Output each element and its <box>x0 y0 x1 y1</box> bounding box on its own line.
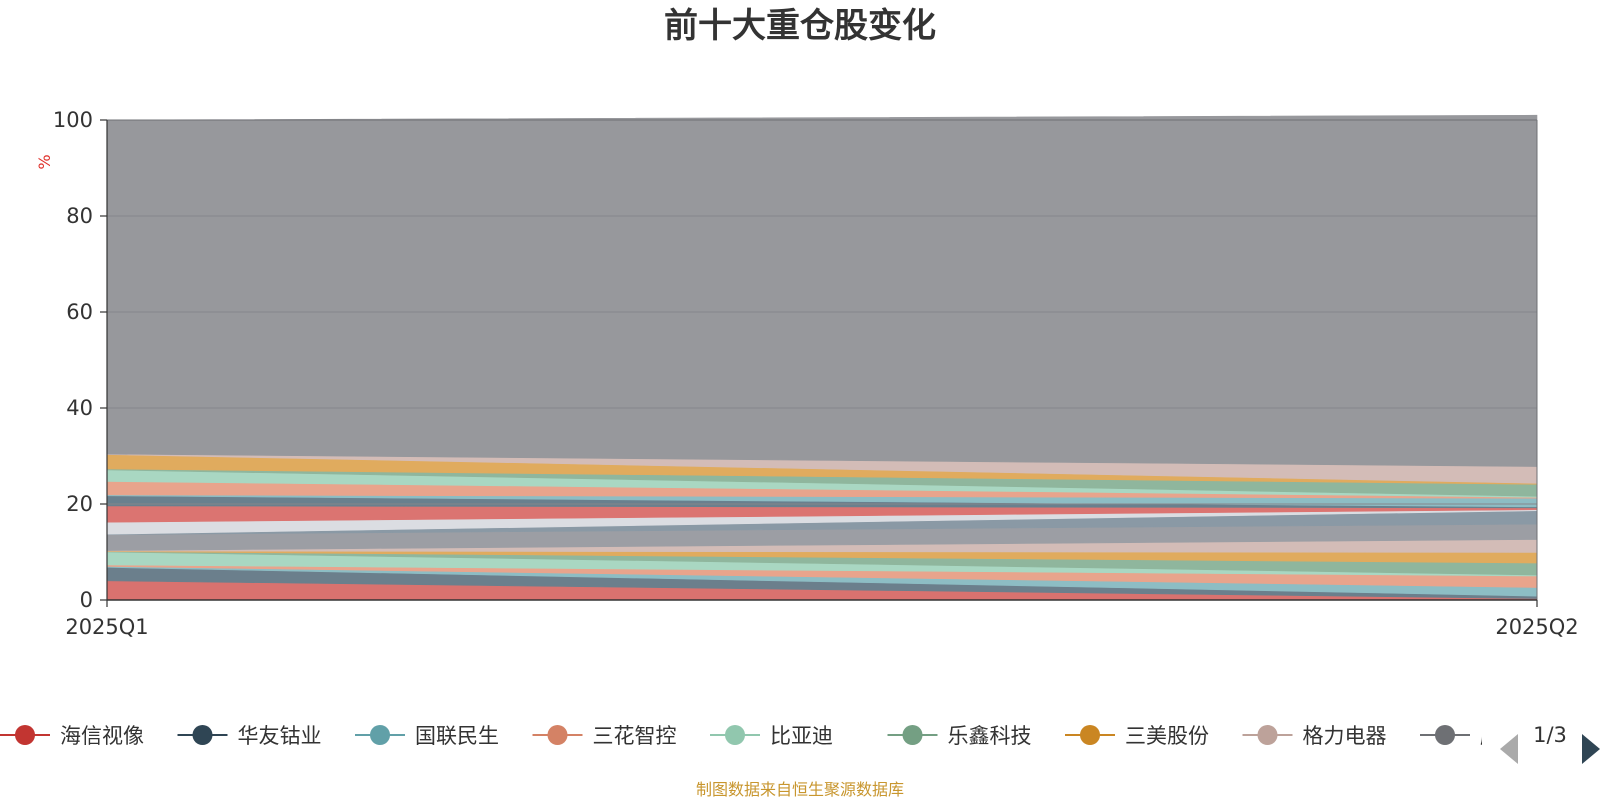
legend-marker-1 <box>192 725 213 745</box>
legend-label-0: 海信视像 <box>60 724 144 748</box>
legend-item-5[interactable]: 乐鑫科技 <box>887 724 1032 748</box>
legend-label-5: 乐鑫科技 <box>948 724 1032 748</box>
y-axis-unit: % <box>35 154 54 169</box>
legend-marker-7 <box>1257 725 1278 745</box>
legend-label-7: 格力电器 <box>1303 724 1387 748</box>
legend-marker-0 <box>15 725 35 745</box>
legend-prev-arrow-icon[interactable] <box>1500 734 1518 764</box>
legend-marker-2 <box>370 725 390 745</box>
legend-label-1: 华友钴业 <box>238 724 322 748</box>
x-tick-label-1: 2025Q2 <box>1495 615 1578 639</box>
legend-item-2[interactable]: 国联民生 <box>355 724 499 748</box>
chart-title: 前十大重仓股变化 <box>664 6 936 46</box>
legend-marker-4 <box>725 725 745 745</box>
legend-marker-6 <box>1080 725 1100 745</box>
legend-label-4: 比亚迪 <box>770 724 833 748</box>
legend-item-1[interactable]: 华友钴业 <box>177 724 322 748</box>
y-tick-label-2: 40 <box>66 396 93 420</box>
x-tick-label-0: 2025Q1 <box>65 615 148 639</box>
grid-lines <box>107 119 1538 600</box>
area-series-19 <box>106 114 1538 467</box>
legend-item-6[interactable]: 三美股份 <box>1065 724 1209 748</box>
legend-marker-5 <box>902 725 923 745</box>
legend-pager: 1/3 <box>1500 723 1600 764</box>
legend-label-8: 胜宏科技 <box>1480 724 1564 748</box>
legend-marker-8 <box>1435 725 1455 745</box>
legend-item-8[interactable]: 胜宏科技 <box>1420 724 1564 748</box>
y-axis: 0 20 40 60 80 100 <box>53 108 108 612</box>
legend-label-6: 三美股份 <box>1125 724 1209 748</box>
y-tick-label-0: 0 <box>80 588 93 612</box>
x-axis: 2025Q1 2025Q2 <box>65 599 1579 639</box>
y-tick-label-3: 60 <box>66 300 93 324</box>
legend-item-7[interactable]: 格力电器 <box>1242 724 1387 748</box>
legend-label-2: 国联民生 <box>415 724 499 748</box>
y-tick-label-4: 80 <box>66 204 93 228</box>
legend-marker-3 <box>547 725 568 745</box>
stacked-areas <box>106 114 1538 601</box>
data-source-note: 制图数据来自恒生聚源数据库 <box>696 780 904 799</box>
legend-item-3[interactable]: 三花智控 <box>532 724 677 748</box>
y-tick-label-5: 100 <box>53 108 93 132</box>
y-tick-label-1: 20 <box>66 492 93 516</box>
legend-label-3: 三花智控 <box>593 724 677 748</box>
legend-item-0[interactable]: 海信视像 <box>0 724 144 748</box>
legend-item-4[interactable]: 比亚迪 <box>710 724 833 748</box>
legend-next-arrow-icon[interactable] <box>1582 734 1600 764</box>
legend: 海信视像 华友钴业 国联民生 三花智控 比亚迪 乐鑫科技 三美股份 格力电器 胜宏科技 <box>0 724 1564 748</box>
legend-page-indicator: 1/3 <box>1533 723 1567 747</box>
